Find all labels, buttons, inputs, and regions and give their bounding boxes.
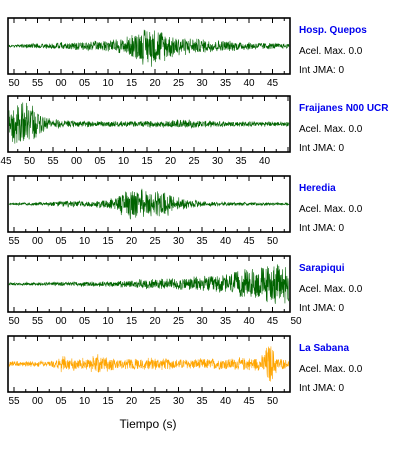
station-name: La Sabana xyxy=(299,343,349,354)
tick-label: 15 xyxy=(126,78,138,89)
waveform-trace xyxy=(8,346,290,382)
tick-label: 30 xyxy=(173,236,185,247)
tick-label: 05 xyxy=(79,316,91,327)
tick-label: 10 xyxy=(102,78,114,89)
acel-max-value: Acel. Max. 0.0 xyxy=(299,46,363,57)
int-jma-value: Int JMA: 0 xyxy=(299,65,344,76)
tick-label: 55 xyxy=(32,78,44,89)
tick-label: 20 xyxy=(126,396,138,407)
tick-label: 15 xyxy=(141,156,153,167)
tick-label: 40 xyxy=(220,396,232,407)
tick-label: 55 xyxy=(47,156,59,167)
int-jma-value: Int JMA: 0 xyxy=(299,143,344,154)
station-name: Fraijanes N00 UCR xyxy=(299,103,389,114)
int-jma-value: Int JMA: 0 xyxy=(299,223,344,234)
tick-label: 55 xyxy=(32,316,44,327)
panels: 50 55 00 05 10 15 20 25 30 35 40 45 Hosp. Quepos Acel… xyxy=(0,17,389,407)
tick-label: 40 xyxy=(243,316,255,327)
tick-label: 35 xyxy=(235,156,247,167)
waveform-trace xyxy=(8,102,290,144)
tick-label: 25 xyxy=(149,236,161,247)
waveform-trace xyxy=(8,264,290,304)
panel-5: 55 00 05 10 15 20 25 30 35 40 45 50 La Sabana Acel. M… xyxy=(7,335,363,407)
tick-label: 00 xyxy=(55,78,67,89)
acel-max-value: Acel. Max. 0.0 xyxy=(299,124,363,135)
tick-label: 55 xyxy=(8,236,20,247)
int-jma-value: Int JMA: 0 xyxy=(299,383,344,394)
panel-3: 55 00 05 10 15 20 25 30 35 40 45 50 Heredia Acel. Max… xyxy=(7,175,363,247)
tick-label: 30 xyxy=(173,396,185,407)
panel-2: 45 50 55 00 05 10 15 20 25 30 35 40 Fraijanes N00 UC… xyxy=(0,95,389,167)
tick-label: 30 xyxy=(196,78,208,89)
tick-label: 05 xyxy=(55,236,67,247)
tick-label: 45 xyxy=(0,156,12,167)
tick-label: 25 xyxy=(173,78,185,89)
tick-label: 00 xyxy=(55,316,67,327)
tick-label: 00 xyxy=(32,396,44,407)
tick-label: 35 xyxy=(196,396,208,407)
tick-label: 10 xyxy=(79,236,91,247)
tick-label: 40 xyxy=(243,78,255,89)
panel-4: 50 55 00 05 10 15 20 25 30 35 40 45 50 Sarapiqui Acel.… xyxy=(7,255,363,327)
tick-label: 30 xyxy=(212,156,224,167)
tick-label: 15 xyxy=(126,316,138,327)
tick-label: 50 xyxy=(267,236,279,247)
tick-label: 25 xyxy=(188,156,200,167)
tick-label: 20 xyxy=(149,316,161,327)
tick-label: 20 xyxy=(126,236,138,247)
acel-max-value: Acel. Max. 0.0 xyxy=(299,204,363,215)
x-axis-label: Tiempo (s) xyxy=(120,417,177,431)
tick-label: 25 xyxy=(149,396,161,407)
tick-label: 05 xyxy=(79,78,91,89)
tick-label: 10 xyxy=(102,316,114,327)
tick-label: 20 xyxy=(149,78,161,89)
acel-max-value: Acel. Max. 0.0 xyxy=(299,364,363,375)
tick-label: 05 xyxy=(94,156,106,167)
tick-label: 10 xyxy=(118,156,130,167)
tick-label: 50 xyxy=(290,316,302,327)
station-name: Heredia xyxy=(299,183,336,194)
station-name: Sarapiqui xyxy=(299,263,345,274)
int-jma-value: Int JMA: 0 xyxy=(299,303,344,314)
tick-label: 50 xyxy=(24,156,36,167)
tick-label: 25 xyxy=(173,316,185,327)
tick-label: 45 xyxy=(243,396,255,407)
tick-label: 35 xyxy=(196,236,208,247)
tick-label: 00 xyxy=(32,236,44,247)
tick-label: 35 xyxy=(220,316,232,327)
tick-label: 50 xyxy=(267,396,279,407)
tick-label: 30 xyxy=(196,316,208,327)
tick-label: 50 xyxy=(8,78,20,89)
tick-label: 20 xyxy=(165,156,177,167)
tick-label: 15 xyxy=(102,396,114,407)
station-name: Hosp. Quepos xyxy=(299,25,367,36)
waveform-trace xyxy=(8,29,290,67)
acel-max-value: Acel. Max. 0.0 xyxy=(299,284,363,295)
tick-label: 05 xyxy=(55,396,67,407)
tick-label: 35 xyxy=(220,78,232,89)
tick-label: 40 xyxy=(220,236,232,247)
tick-label: 10 xyxy=(79,396,91,407)
tick-label: 00 xyxy=(71,156,83,167)
tick-label: 15 xyxy=(102,236,114,247)
tick-label: 45 xyxy=(243,236,255,247)
waveform-trace xyxy=(8,188,290,220)
tick-label: 40 xyxy=(259,156,271,167)
tick-label: 50 xyxy=(8,316,20,327)
panel-1: 50 55 00 05 10 15 20 25 30 35 40 45 Hosp. Quepos Acel… xyxy=(7,17,367,89)
tick-label: 55 xyxy=(8,396,20,407)
tick-label: 45 xyxy=(267,316,279,327)
tick-label: 45 xyxy=(267,78,279,89)
